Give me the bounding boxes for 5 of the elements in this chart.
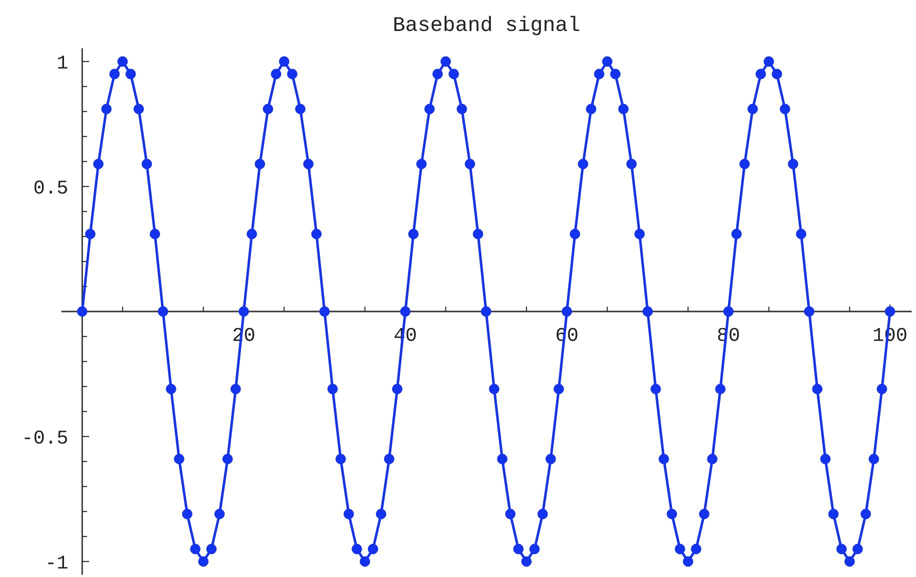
- y-tick-label: -1: [48, 556, 68, 569]
- y-tick-label: -0.5: [24, 430, 68, 444]
- y-tick-label: 1: [58, 56, 68, 69]
- chart-title: Baseband signal: [394, 16, 580, 36]
- y-tick-label: 0.5: [34, 180, 68, 194]
